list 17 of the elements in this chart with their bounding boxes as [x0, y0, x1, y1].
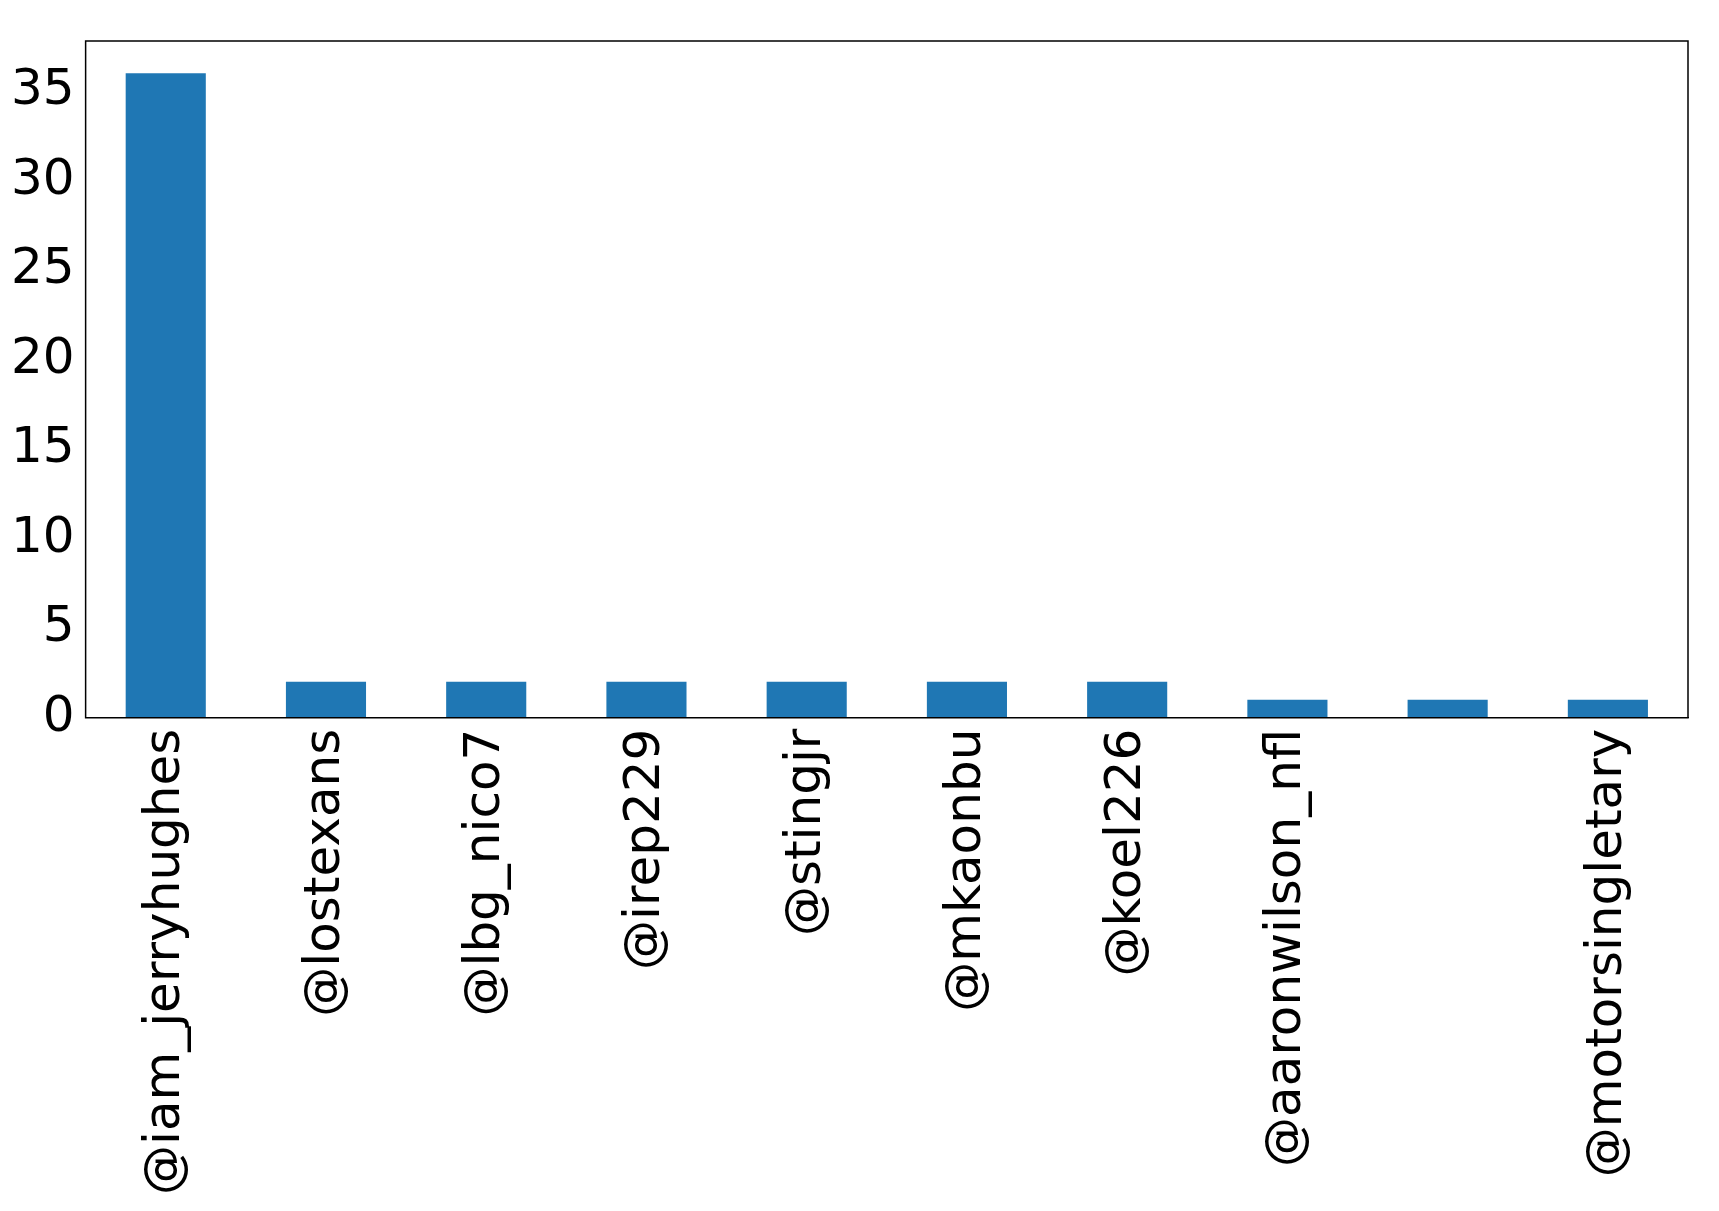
y-tick-label: 0 — [42, 684, 75, 743]
x-tick-label: @lostexans — [292, 728, 351, 1017]
x-tick-label: @aaronwilson_nfl — [1254, 728, 1313, 1167]
x-tick-label: @iam_jerryhughes — [132, 728, 191, 1196]
x-tick-label: @irep229 — [613, 728, 672, 970]
y-tick-label: 20 — [11, 326, 75, 385]
y-tick-label: 15 — [11, 416, 75, 475]
x-tick-label: @lbg_nico7 — [453, 728, 512, 1017]
x-tick-label: @stingjr — [773, 728, 832, 937]
y-tick-label: 35 — [11, 58, 75, 117]
y-tick-label: 5 — [42, 595, 75, 654]
x-tick-label: @koel226 — [1094, 728, 1153, 977]
y-tick-label: 30 — [11, 147, 75, 206]
x-tick-label: @motorsingletary — [1574, 728, 1633, 1178]
y-tick-label: 25 — [11, 237, 75, 296]
y-tick-label: 10 — [11, 505, 75, 564]
x-tick-label: @mkaonbu — [933, 728, 992, 1012]
